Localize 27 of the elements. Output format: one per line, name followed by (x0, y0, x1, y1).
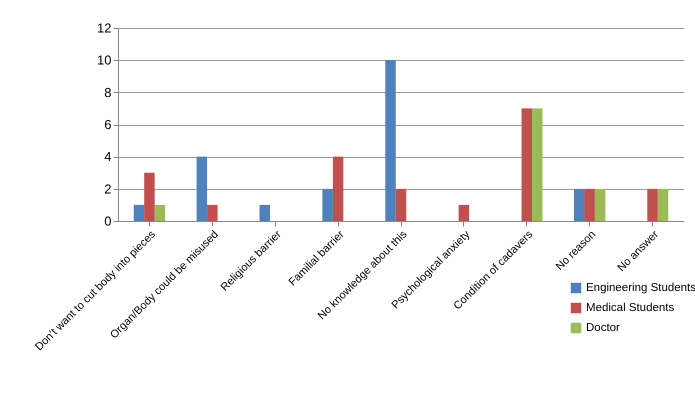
bar (532, 108, 542, 221)
bar (144, 172, 155, 221)
bar (522, 108, 532, 221)
bar (574, 188, 584, 221)
bar (154, 204, 166, 221)
bar (458, 204, 470, 221)
y-tick-label: 12 (97, 20, 112, 36)
y-tick-label: 4 (104, 149, 112, 164)
bar (647, 188, 658, 221)
legend-label: Doctor (586, 322, 620, 334)
y-tick-label: 6 (104, 117, 112, 132)
bar (385, 60, 396, 221)
bar (396, 188, 406, 221)
bar (594, 188, 606, 221)
bar (207, 204, 218, 221)
y-tick-label: 8 (104, 84, 112, 100)
bar (584, 188, 595, 221)
legend-label: Medical Students (586, 302, 674, 314)
bar (332, 156, 344, 221)
bar (322, 188, 333, 221)
bar (134, 204, 144, 221)
bar (196, 156, 208, 221)
bar (658, 188, 668, 221)
y-tick-label: 0 (104, 214, 112, 228)
bar (260, 204, 270, 221)
y-tick-label: 10 (97, 52, 112, 68)
y-tick-label: 2 (104, 181, 112, 196)
